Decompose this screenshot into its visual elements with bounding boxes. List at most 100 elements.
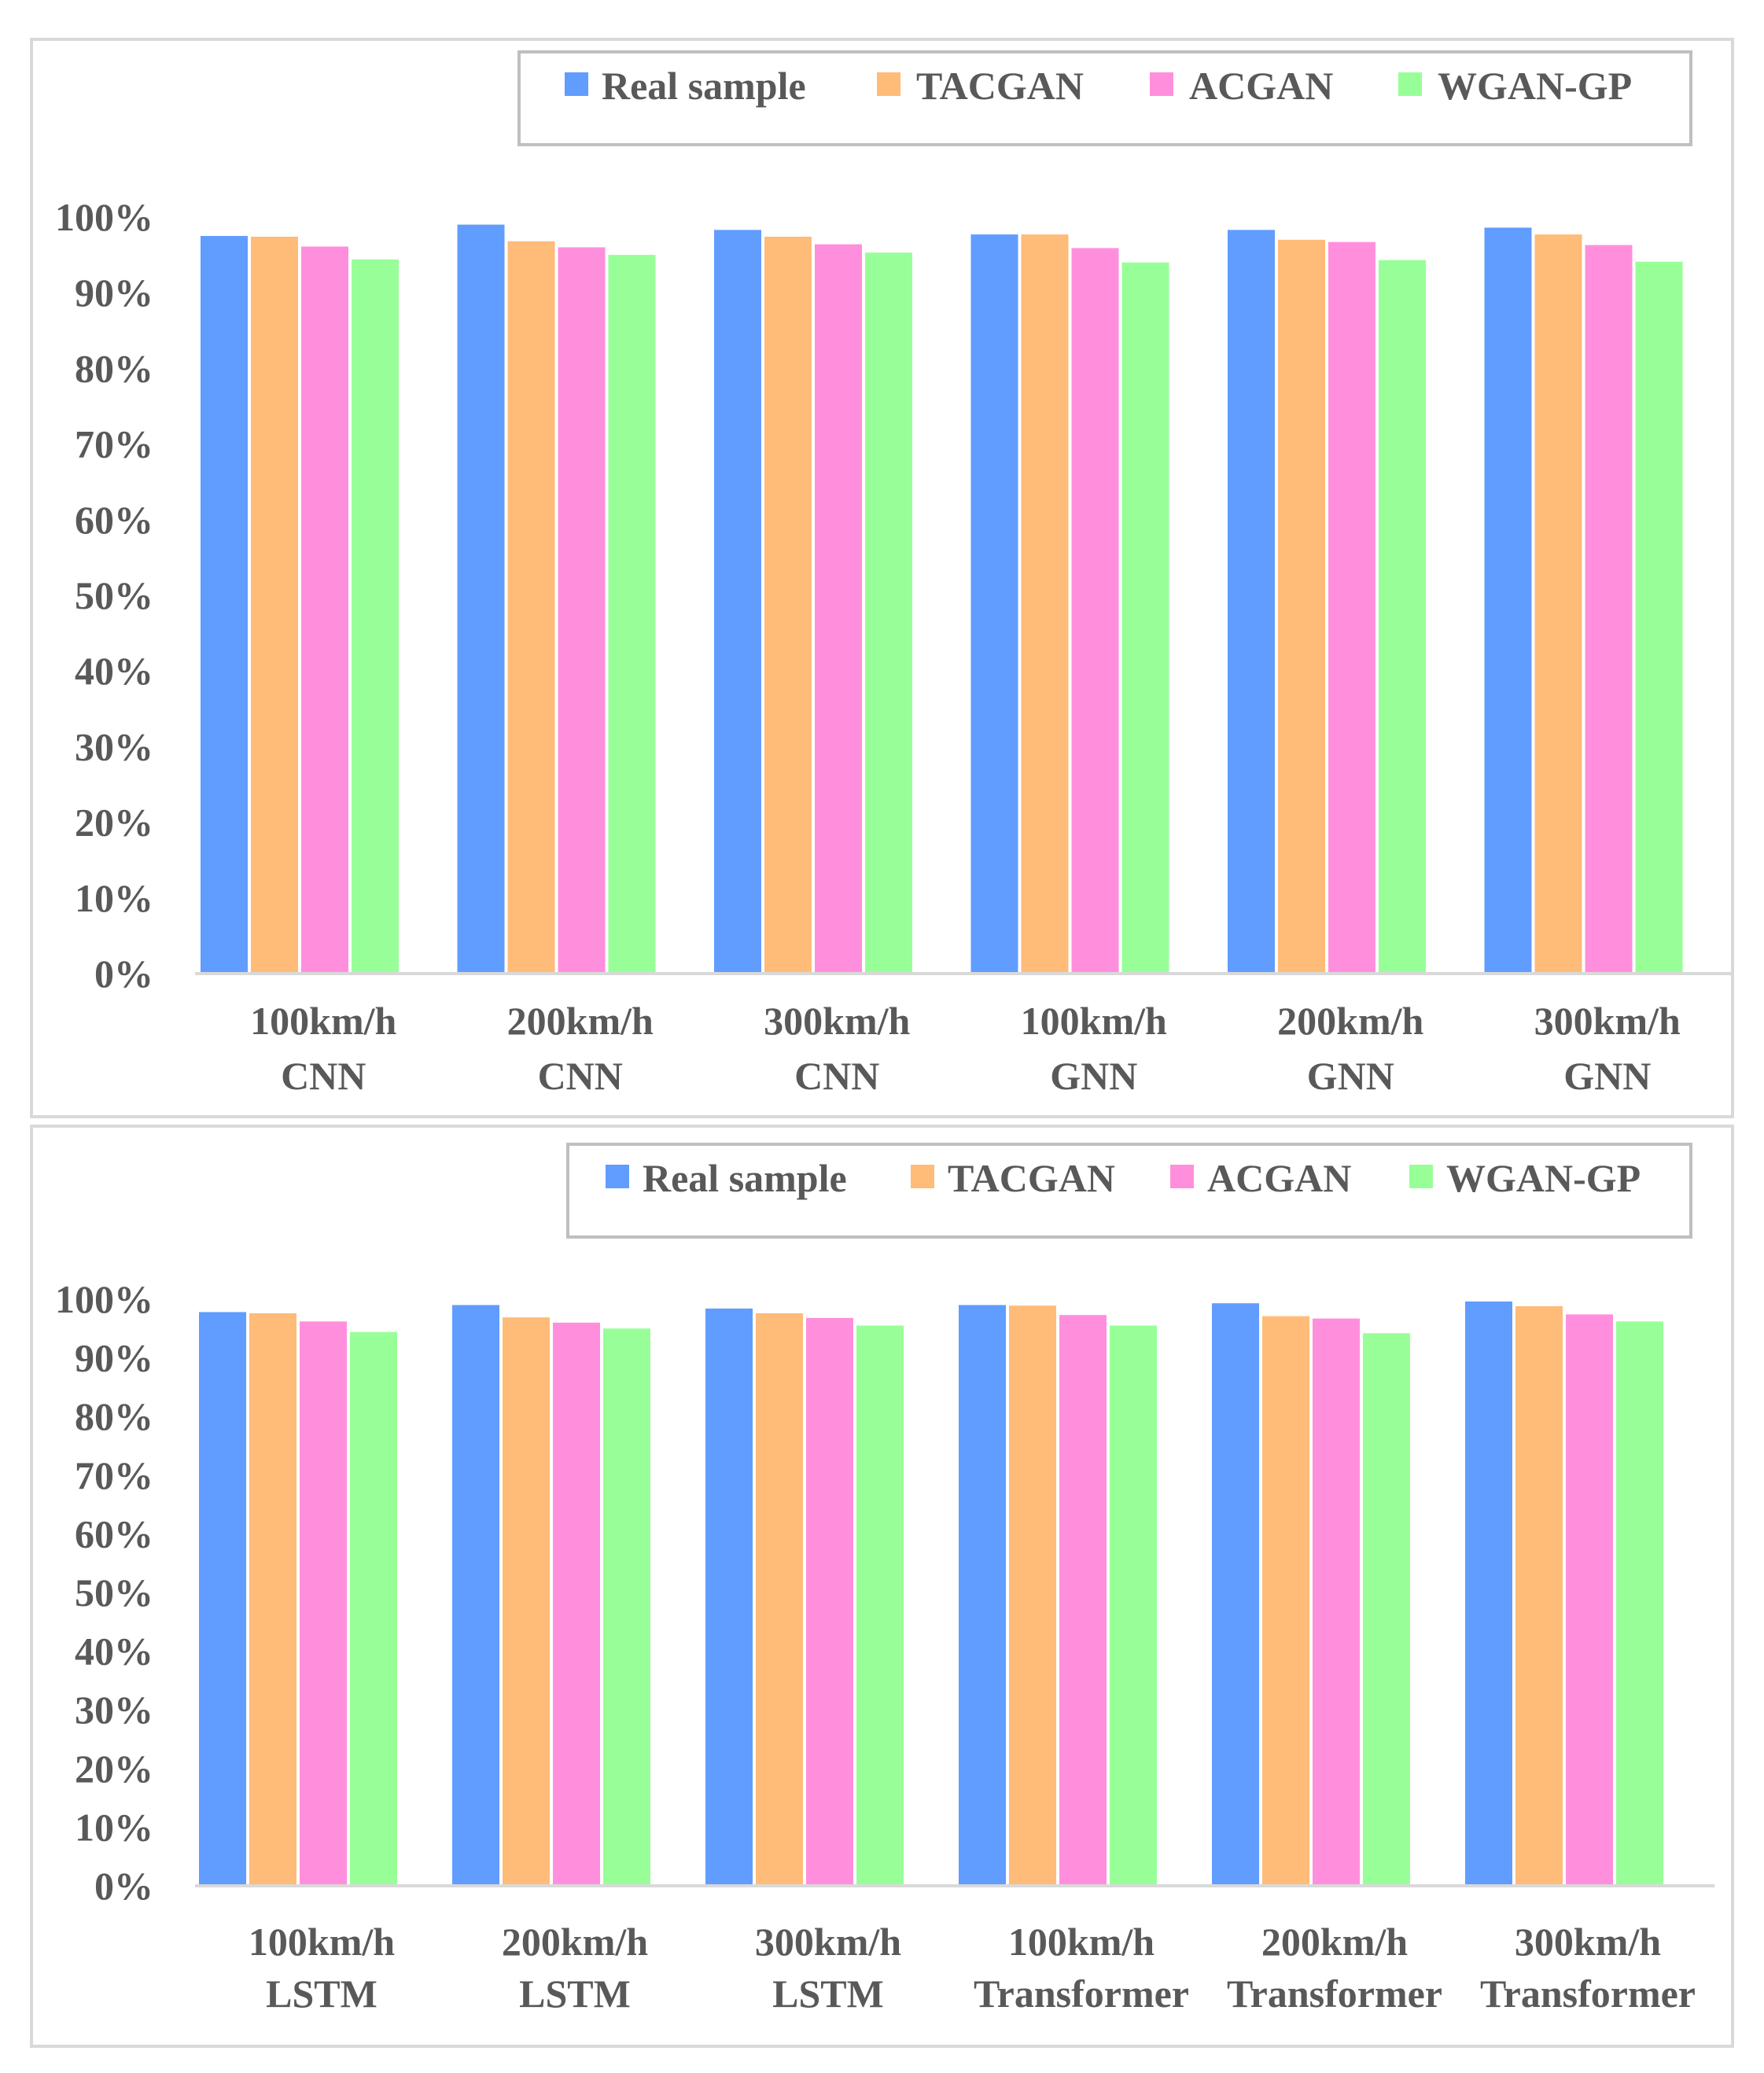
bar-tacgan <box>1021 234 1069 974</box>
x-tick-label-speed: 300km/h <box>1534 999 1681 1043</box>
x-tick-label-speed: 300km/h <box>755 1920 901 1964</box>
x-tick-label-model: CNN <box>538 1054 623 1098</box>
y-tick-label: 20% <box>75 801 153 845</box>
y-tick-label: 30% <box>75 724 153 768</box>
bar-acgan <box>1313 1318 1360 1886</box>
x-tick-label-model: Transformer <box>1227 1972 1442 2016</box>
y-tick-label: 60% <box>75 1511 153 1556</box>
legend-swatch-tacgan <box>911 1165 934 1188</box>
legend-label-real-sample: Real sample <box>643 1156 847 1200</box>
legend-swatch-tacgan <box>877 72 900 96</box>
y-tick-label: 70% <box>75 1453 153 1497</box>
bar-real-sample <box>1212 1303 1259 1886</box>
legend-swatch-acgan <box>1150 72 1173 96</box>
y-tick-label: 100% <box>55 1277 153 1321</box>
bar-real-sample <box>452 1305 499 1886</box>
y-tick-label: 90% <box>75 1336 153 1380</box>
y-tick-label: 40% <box>75 649 153 693</box>
bar-tacgan <box>1515 1305 1563 1886</box>
bar-acgan <box>1059 1315 1107 1886</box>
x-tick-label-model: GNN <box>1050 1054 1137 1098</box>
bar-tacgan <box>503 1317 550 1886</box>
legend-label-tacgan: TACGAN <box>948 1156 1115 1200</box>
bar-wgan-gp <box>1110 1325 1157 1886</box>
x-tick-label-model: LSTM <box>772 1972 884 2016</box>
bar-wgan-gp <box>350 1331 397 1886</box>
legend-label-tacgan: TACGAN <box>916 64 1084 108</box>
bar-wgan-gp <box>352 259 399 974</box>
bar-real-sample <box>1465 1301 1512 1886</box>
bar-acgan <box>1071 248 1119 974</box>
x-tick-label-speed: 100km/h <box>250 999 396 1043</box>
bar-tacgan <box>249 1313 296 1886</box>
y-tick-label: 10% <box>75 876 153 920</box>
x-tick-label-speed: 300km/h <box>764 999 910 1043</box>
x-tick-label-model: GNN <box>1563 1054 1651 1098</box>
bar-wgan-gp <box>608 255 656 974</box>
bar-acgan <box>1585 245 1633 974</box>
y-tick-label: 0% <box>94 952 153 996</box>
legend-swatch-real-sample <box>606 1165 629 1188</box>
chart-1: Real sample TACGAN ACGAN WGAN-GP 0% 10% 20% 30%… <box>30 38 1734 1118</box>
y-tick-label: 50% <box>75 1570 153 1615</box>
y-tick-label: 80% <box>75 346 153 390</box>
bar-tacgan <box>1534 234 1582 974</box>
x-tick-label-speed: 300km/h <box>1515 1920 1661 1964</box>
y-tick-label: 30% <box>75 1688 153 1732</box>
legend-swatch-wgan-gp <box>1398 72 1422 96</box>
bar-wgan-gp <box>1635 261 1683 974</box>
legend-swatch-acgan <box>1170 1165 1194 1188</box>
x-tick-label-speed: 100km/h <box>1008 1920 1155 1964</box>
y-tick-label: 90% <box>75 271 153 315</box>
x-tick-label-model: CNN <box>794 1054 879 1098</box>
y-tick-label: 50% <box>75 573 153 617</box>
legend-label-acgan: ACGAN <box>1207 1156 1351 1200</box>
legend-box <box>566 1143 1692 1239</box>
y-tick-label: 100% <box>55 195 153 239</box>
y-tick-label: 10% <box>75 1805 153 1849</box>
legend-label-wgan-gp: WGAN-GP <box>1438 64 1632 108</box>
bar-wgan-gp <box>1121 262 1169 974</box>
y-tick-label: 40% <box>75 1629 153 1673</box>
bar-real-sample <box>1228 230 1275 974</box>
bar-acgan <box>815 244 862 974</box>
bar-acgan <box>300 1321 347 1886</box>
bar-acgan <box>806 1317 853 1886</box>
x-tick-label-speed: 200km/h <box>507 999 654 1043</box>
legend: Real sample TACGAN ACGAN WGAN-GP <box>566 1143 1692 1239</box>
bar-real-sample <box>970 234 1018 974</box>
bar-real-sample <box>705 1308 753 1886</box>
chart-2: Real sample TACGAN ACGAN WGAN-GP 0% 10% 20% 30%… <box>30 1125 1734 2048</box>
bar-acgan <box>1328 241 1375 974</box>
legend-label-acgan: ACGAN <box>1189 64 1333 108</box>
x-tick-label-speed: 100km/h <box>249 1920 395 1964</box>
x-tick-label-model: LSTM <box>519 1972 631 2016</box>
bar-wgan-gp <box>1379 260 1426 974</box>
legend-swatch-wgan-gp <box>1409 1165 1433 1188</box>
legend-label-wgan-gp: WGAN-GP <box>1446 1156 1641 1200</box>
legend: Real sample TACGAN ACGAN WGAN-GP <box>517 50 1692 146</box>
bar-real-sample <box>1484 227 1532 974</box>
bar-tacgan <box>507 241 555 974</box>
x-tick-label-model: Transformer <box>1480 1972 1696 2016</box>
bar-real-sample <box>714 230 761 974</box>
x-tick-label-model: Transformer <box>974 1972 1189 2016</box>
bar-acgan <box>1566 1314 1613 1886</box>
bar-tacgan <box>764 237 812 974</box>
x-tick-label-model: LSTM <box>266 1972 377 2016</box>
bar-real-sample <box>457 224 505 974</box>
y-tick-label: 70% <box>75 422 153 466</box>
bar-real-sample <box>959 1305 1006 1886</box>
bar-acgan <box>558 247 606 974</box>
bar-wgan-gp <box>856 1325 904 1886</box>
y-tick-label: 60% <box>75 498 153 542</box>
x-tick-label-speed: 100km/h <box>1021 999 1167 1043</box>
y-tick-label: 0% <box>94 1864 153 1908</box>
legend-swatch-real-sample <box>565 72 588 96</box>
y-tick-label: 20% <box>75 1747 153 1791</box>
bar-wgan-gp <box>1363 1333 1410 1886</box>
x-tick-label-model: CNN <box>281 1054 366 1098</box>
x-tick-label-speed: 200km/h <box>502 1920 648 1964</box>
bar-real-sample <box>201 236 248 974</box>
bar-tacgan <box>251 237 298 974</box>
